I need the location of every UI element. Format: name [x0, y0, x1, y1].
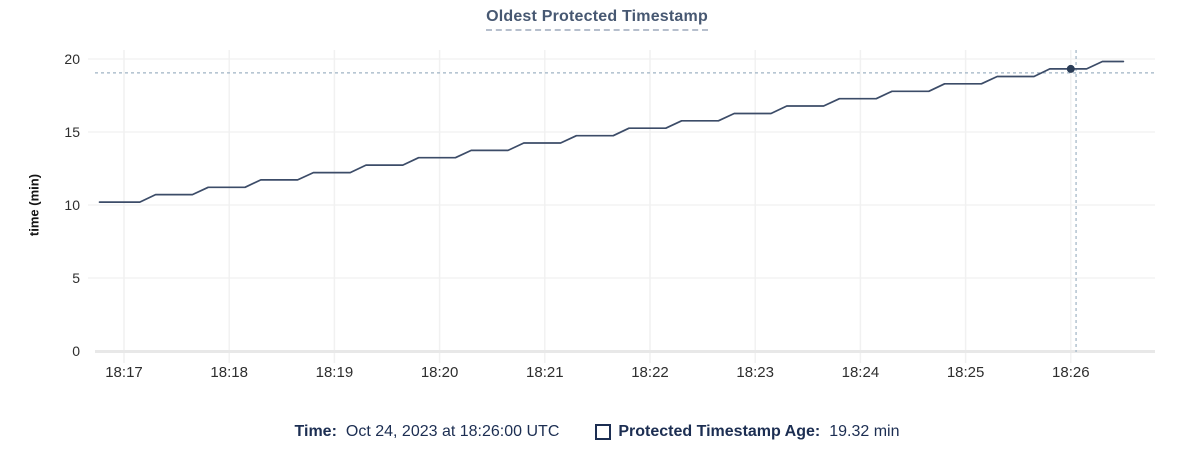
legend-series-value: 19.32 min: [829, 423, 900, 440]
y-tick-label: 20: [64, 51, 80, 67]
x-tick-label: 18:21: [526, 364, 564, 381]
x-tick-label: 18:20: [421, 364, 459, 381]
legend-series-label: Protected Timestamp Age:: [618, 423, 821, 440]
hover-legend: Time: Oct 24, 2023 at 18:26:00 UTC Prote…: [0, 423, 1194, 441]
y-tick-label: 15: [64, 124, 80, 140]
x-tick-label: 18:26: [1052, 364, 1090, 381]
x-tick-label: 18:24: [842, 364, 880, 381]
line-chart-plot[interactable]: 20 15 10 5 0 18:17 18:18 18:19 18:20 18:21 18:22 18…: [0, 0, 1194, 400]
x-tick-label: 18:19: [316, 364, 354, 381]
y-tick-label: 0: [72, 343, 80, 359]
x-axis-line: [95, 350, 1155, 353]
x-tick-label: 18:25: [947, 364, 985, 381]
x-tick-label: 18:22: [631, 364, 669, 381]
x-tick-label: 18:17: [105, 364, 143, 381]
protected-timestamp-age-line: [98, 60, 1125, 203]
y-tick-label: 10: [64, 197, 80, 213]
legend-time-value: Oct 24, 2023 at 18:26:00 UTC: [345, 423, 560, 440]
chart-title[interactable]: Oldest Protected Timestamp: [486, 8, 708, 31]
x-tick-label: 18:23: [736, 364, 774, 381]
legend-time-label: Time:: [294, 423, 337, 440]
hover-data-point: [1066, 64, 1075, 73]
y-tick-label: 5: [72, 270, 80, 286]
chart-title-row: Oldest Protected Timestamp: [0, 8, 1194, 31]
x-tick-label: 18:18: [210, 364, 248, 381]
series-checkbox-icon[interactable]: [595, 424, 612, 440]
